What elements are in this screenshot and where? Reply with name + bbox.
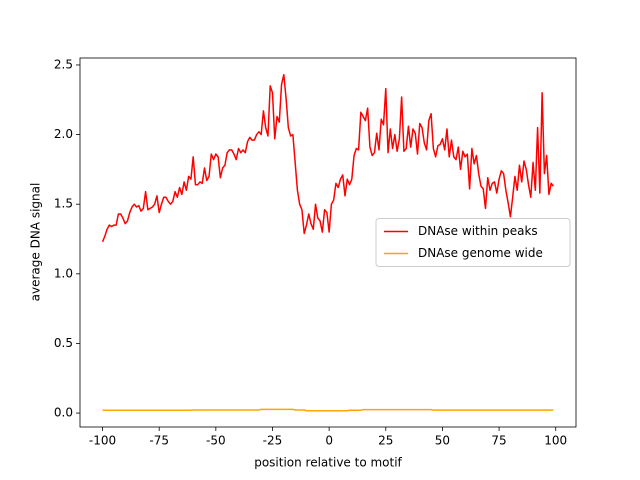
line bbox=[102, 408, 554, 412]
y-tick-label: 0.5 bbox=[54, 336, 73, 350]
x-tick-label: -75 bbox=[149, 434, 169, 448]
y-tick-label: 0.0 bbox=[54, 406, 73, 420]
legend-box bbox=[375, 218, 571, 267]
y-tick-label: 2.5 bbox=[54, 57, 73, 71]
x-axis-label: position relative to motif bbox=[254, 456, 402, 470]
x-tick-label: 0 bbox=[325, 434, 333, 448]
axes-frame bbox=[79, 57, 577, 428]
y-tick-label: 2.0 bbox=[54, 127, 73, 141]
x-tick-label: 100 bbox=[544, 434, 567, 448]
line bbox=[101, 73, 555, 243]
y-axis-label: average DNA signal bbox=[29, 183, 43, 302]
x-tick-label: 75 bbox=[491, 434, 506, 448]
legend-label: DNAse genome wide bbox=[418, 246, 543, 260]
x-tick-label: -50 bbox=[206, 434, 226, 448]
y-tick-label: 1.5 bbox=[54, 197, 73, 211]
x-tick-label: 25 bbox=[378, 434, 393, 448]
x-tick-label: -100 bbox=[89, 434, 116, 448]
legend-label: DNAse within peaks bbox=[418, 224, 538, 238]
y-tick-label: 1.0 bbox=[54, 266, 73, 280]
x-tick-label: 50 bbox=[435, 434, 450, 448]
x-tick-label: -25 bbox=[263, 434, 283, 448]
